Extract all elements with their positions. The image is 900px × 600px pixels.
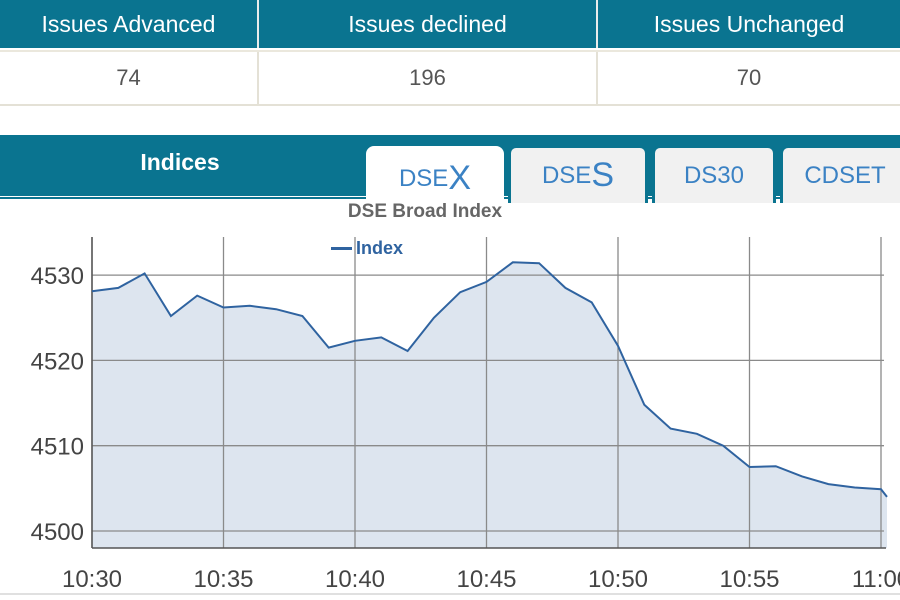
indices-title: Indices xyxy=(140,149,220,175)
chart-grid xyxy=(91,237,886,549)
tab-dses-prefix: DSE xyxy=(541,161,592,189)
index-line xyxy=(91,261,888,498)
svg-text:10:50: 10:50 xyxy=(588,566,648,593)
svg-text:10:45: 10:45 xyxy=(456,566,516,593)
tab-ds30[interactable]: DS30 xyxy=(652,145,776,203)
x-axis: 10:30 10:35 10:40 10:45 10:50 10:55 11:00 xyxy=(62,566,900,593)
tab-ds30-label: DS30 xyxy=(683,161,745,189)
svg-text:10:55: 10:55 xyxy=(719,566,779,593)
value-issues-declined: 196 xyxy=(259,52,598,104)
header-issues-declined: Issues declined xyxy=(259,0,598,48)
svg-text:4520: 4520 xyxy=(31,348,84,375)
header-issues-advanced: Issues Advanced xyxy=(0,0,259,48)
svg-text:10:35: 10:35 xyxy=(193,566,253,593)
stats-header-row: Issues Advanced Issues declined Issues U… xyxy=(0,0,900,48)
svg-text:4500: 4500 xyxy=(31,519,84,546)
stats-value-row: 74 196 70 xyxy=(0,50,900,106)
legend-line-icon xyxy=(331,247,352,250)
svg-text:4530: 4530 xyxy=(31,263,84,290)
tab-dsex-suffix: X xyxy=(448,159,472,197)
svg-text:10:40: 10:40 xyxy=(325,566,385,593)
tab-cdset-label: CDSET xyxy=(804,161,886,189)
tab-cdset[interactable]: CDSET xyxy=(780,145,900,203)
header-issues-unchanged: Issues Unchanged xyxy=(653,10,845,37)
index-area-fill xyxy=(92,262,887,548)
legend-label: Index xyxy=(356,238,404,258)
value-issues-advanced: 74 xyxy=(0,52,259,104)
value-issues-unchanged: 70 xyxy=(736,65,762,90)
tab-dsex-prefix: DSE xyxy=(398,164,449,192)
tab-dses-suffix: S xyxy=(591,156,615,194)
chart-legend[interactable]: Index xyxy=(331,238,403,259)
divider xyxy=(0,593,900,595)
svg-text:4510: 4510 xyxy=(31,434,84,461)
chart-title: DSE Broad Index xyxy=(347,201,503,222)
svg-text:11:00: 11:00 xyxy=(852,566,900,593)
svg-text:10:30: 10:30 xyxy=(62,566,122,593)
y-axis: 4500 4510 4520 4530 xyxy=(31,263,84,546)
tab-dses[interactable]: DSE S xyxy=(508,145,648,203)
tab-dsex[interactable]: DSE X xyxy=(366,146,504,208)
